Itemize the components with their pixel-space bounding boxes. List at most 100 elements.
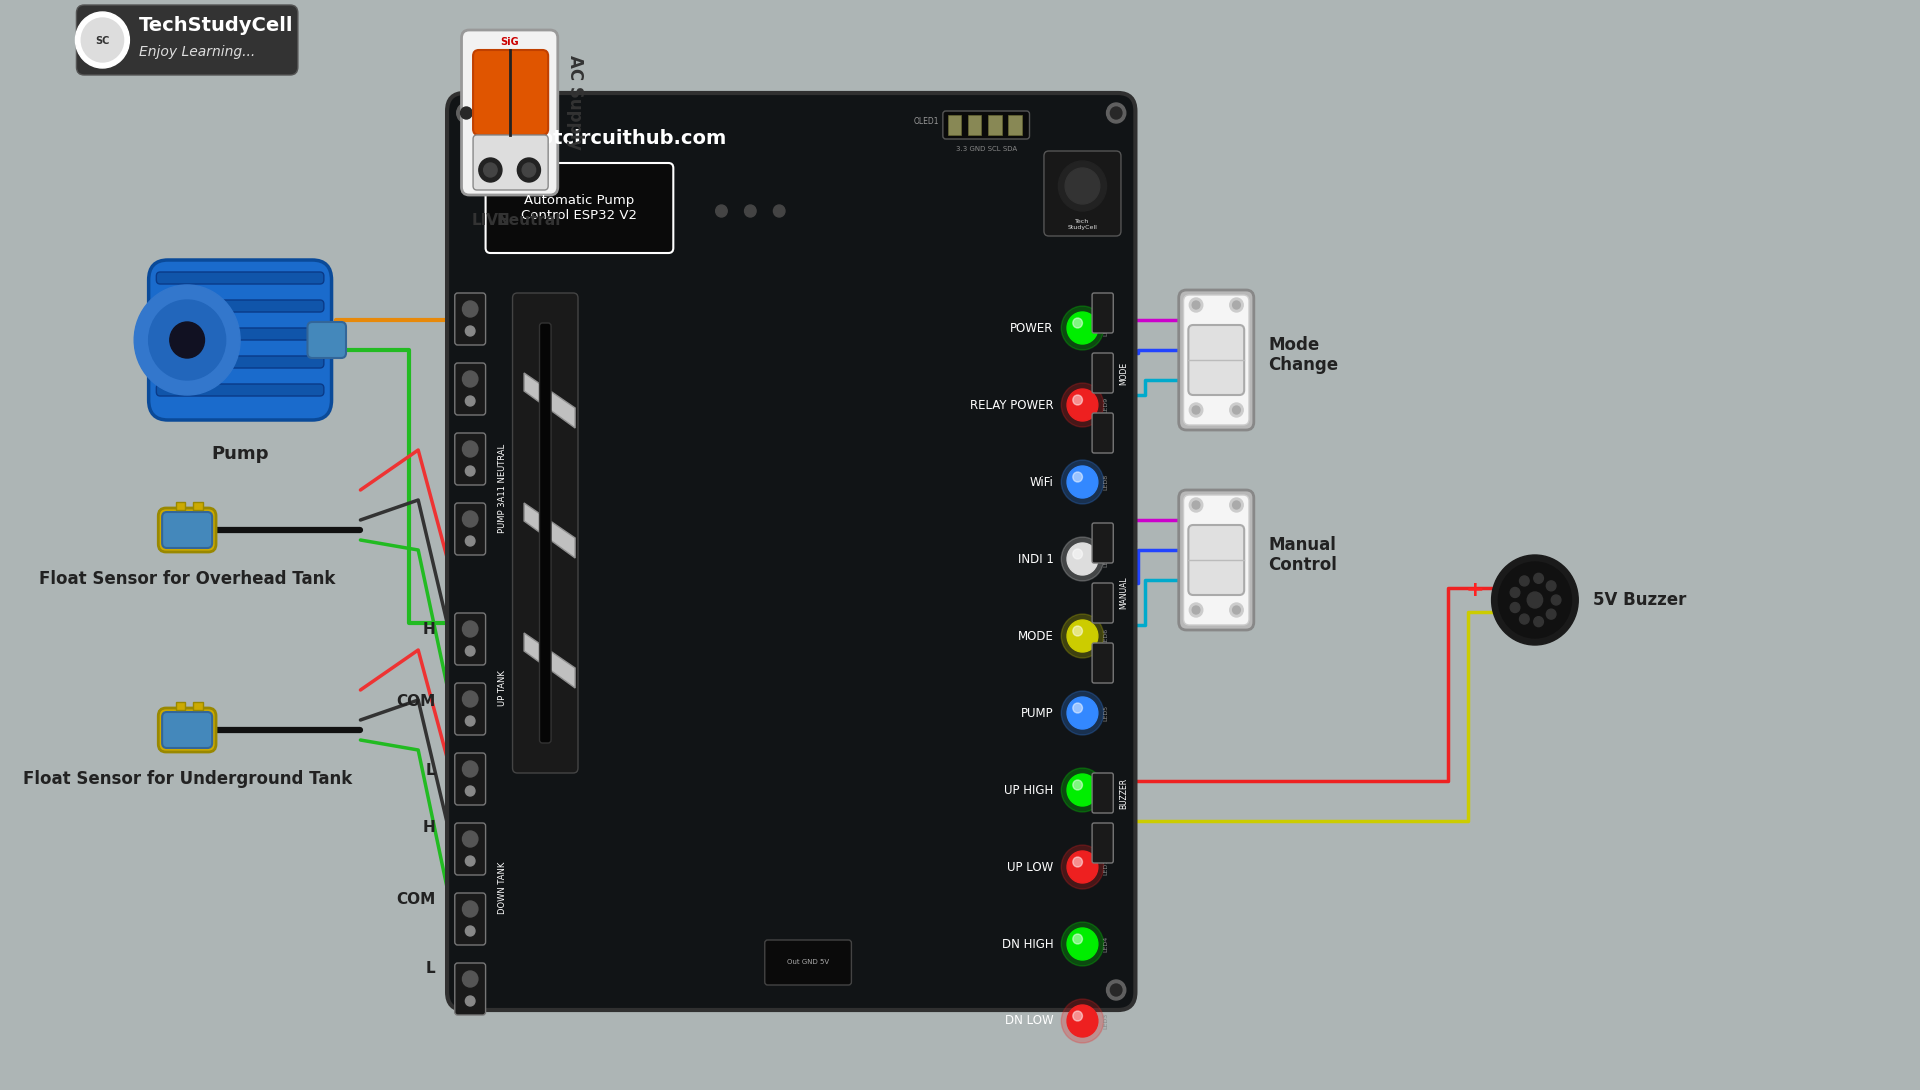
Circle shape (461, 984, 472, 996)
Text: Manual
Control: Manual Control (1269, 535, 1336, 574)
Text: LED5: LED5 (1104, 705, 1108, 720)
Circle shape (1188, 603, 1202, 617)
Text: Automatic Pump
Control ESP32 V2: Automatic Pump Control ESP32 V2 (522, 194, 637, 222)
Text: LED8: LED8 (1104, 474, 1108, 490)
Text: LED1: LED1 (1104, 859, 1108, 875)
Circle shape (1073, 395, 1083, 405)
Circle shape (1068, 543, 1098, 576)
Text: PUMP: PUMP (1021, 706, 1054, 719)
Text: AC Supply: AC Supply (566, 54, 584, 149)
Text: +: + (1467, 580, 1484, 600)
Text: Out GND 5V: Out GND 5V (787, 959, 829, 965)
FancyBboxPatch shape (1092, 643, 1114, 683)
FancyBboxPatch shape (455, 433, 486, 485)
Circle shape (1073, 472, 1083, 482)
Circle shape (1066, 168, 1100, 204)
Circle shape (1073, 626, 1083, 635)
Text: Float Sensor for Underground Tank: Float Sensor for Underground Tank (23, 770, 351, 788)
Text: DN HIGH: DN HIGH (1002, 937, 1054, 950)
Circle shape (465, 996, 474, 1006)
Circle shape (1068, 312, 1098, 344)
Text: H: H (422, 621, 436, 637)
Text: UP LOW: UP LOW (1008, 860, 1054, 873)
FancyBboxPatch shape (1092, 523, 1114, 564)
Circle shape (1188, 298, 1202, 312)
Circle shape (463, 301, 478, 317)
Circle shape (774, 205, 785, 217)
Circle shape (463, 371, 478, 387)
Text: BUZZER: BUZZER (1119, 777, 1129, 809)
Circle shape (1511, 588, 1521, 597)
FancyBboxPatch shape (1092, 773, 1114, 813)
Text: Mode
Change: Mode Change (1269, 336, 1338, 374)
Text: LED4: LED4 (1104, 935, 1108, 952)
Text: WiFi: WiFi (1029, 475, 1054, 488)
Text: PUMP 3A11 NEUTRAL: PUMP 3A11 NEUTRAL (499, 444, 507, 533)
FancyBboxPatch shape (1092, 353, 1114, 393)
Bar (175, 502, 184, 510)
Circle shape (1058, 161, 1106, 211)
Text: SC: SC (96, 36, 109, 46)
FancyBboxPatch shape (455, 293, 486, 346)
FancyBboxPatch shape (540, 323, 551, 743)
Text: LED3: LED3 (1104, 1013, 1108, 1029)
FancyBboxPatch shape (764, 940, 851, 985)
FancyBboxPatch shape (486, 164, 674, 253)
Circle shape (1229, 498, 1244, 512)
Circle shape (457, 102, 476, 123)
Circle shape (1073, 318, 1083, 328)
Circle shape (463, 621, 478, 637)
Text: Enjoy Learning...: Enjoy Learning... (138, 45, 255, 59)
Text: H: H (422, 820, 436, 835)
Circle shape (1073, 857, 1083, 867)
FancyBboxPatch shape (455, 363, 486, 415)
Bar (1008, 116, 1021, 135)
Text: MODE: MODE (1119, 362, 1129, 385)
Text: LED10: LED10 (1104, 316, 1108, 336)
Text: LED7: LED7 (1104, 550, 1108, 567)
FancyBboxPatch shape (447, 93, 1135, 1010)
Circle shape (1062, 383, 1104, 427)
Circle shape (465, 856, 474, 865)
FancyBboxPatch shape (157, 708, 217, 752)
Circle shape (134, 284, 240, 395)
Text: Neutral: Neutral (497, 213, 561, 228)
Circle shape (716, 205, 728, 217)
FancyBboxPatch shape (307, 322, 346, 358)
Circle shape (1526, 592, 1542, 608)
Text: COM: COM (396, 892, 436, 907)
Text: OLED1: OLED1 (914, 117, 939, 125)
Text: COM: COM (396, 693, 436, 708)
Circle shape (1192, 405, 1200, 414)
Circle shape (1073, 703, 1083, 713)
Circle shape (465, 786, 474, 796)
Circle shape (463, 511, 478, 526)
Circle shape (1233, 501, 1240, 509)
Text: LIVE: LIVE (472, 213, 509, 228)
Text: DN LOW: DN LOW (1004, 1015, 1054, 1028)
Text: MANUAL: MANUAL (1119, 577, 1129, 609)
Text: RELAY POWER: RELAY POWER (970, 399, 1054, 412)
Circle shape (1068, 774, 1098, 806)
Circle shape (1511, 603, 1521, 613)
Circle shape (463, 901, 478, 917)
Circle shape (1233, 301, 1240, 308)
Circle shape (1062, 845, 1104, 889)
Circle shape (463, 691, 478, 707)
Circle shape (1073, 780, 1083, 790)
Circle shape (465, 716, 474, 726)
Circle shape (1519, 614, 1528, 625)
Circle shape (1110, 107, 1121, 119)
Circle shape (522, 164, 536, 177)
Circle shape (1492, 555, 1578, 645)
Circle shape (148, 300, 227, 380)
Circle shape (461, 107, 472, 119)
FancyBboxPatch shape (161, 712, 213, 748)
Circle shape (1073, 1012, 1083, 1021)
FancyBboxPatch shape (1092, 823, 1114, 863)
FancyBboxPatch shape (157, 508, 217, 552)
Circle shape (1068, 928, 1098, 960)
FancyBboxPatch shape (455, 823, 486, 875)
FancyBboxPatch shape (1092, 413, 1114, 453)
Bar (989, 116, 1002, 135)
